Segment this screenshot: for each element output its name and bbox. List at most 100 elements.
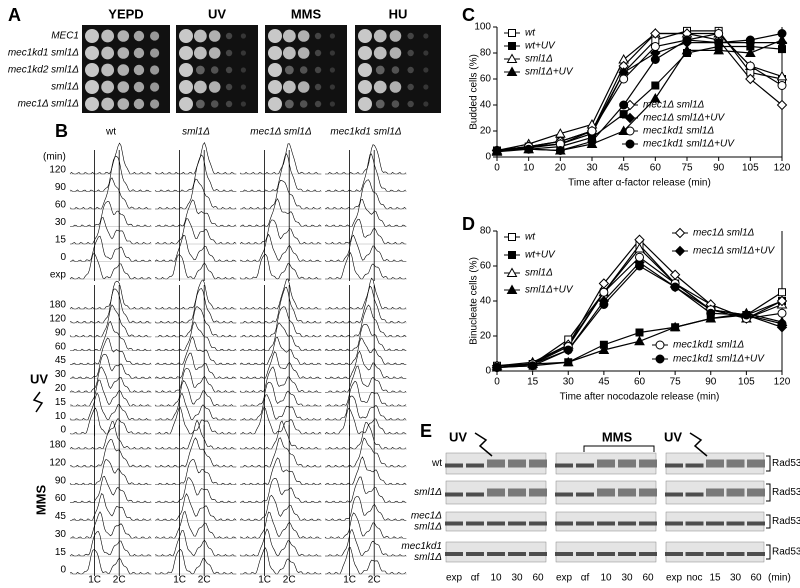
legend-label: sml1Δ [525, 54, 553, 65]
panel-letter: E [420, 421, 432, 441]
band [576, 463, 594, 468]
legend-label: sml1Δ [525, 268, 553, 279]
time-label: 180 [49, 440, 66, 451]
series-line [496, 32, 783, 152]
x-axis-label: Time after nocodazole release (min) [560, 392, 720, 403]
colony-spot [329, 101, 335, 107]
colony-spot [329, 33, 335, 39]
colony-spot [117, 47, 130, 59]
y-tick-label: 20 [480, 126, 492, 137]
series-line [496, 32, 783, 152]
marker [634, 335, 645, 346]
lane-label: 30 [621, 573, 633, 584]
flow-trace [324, 198, 407, 227]
flow-trace [69, 366, 152, 393]
flow-trace [325, 380, 407, 407]
time-label: 15 [55, 547, 67, 558]
flow-trace [154, 218, 237, 245]
colony-spot [284, 99, 294, 109]
marker [706, 308, 716, 318]
colony-spot [208, 81, 221, 93]
band [576, 492, 594, 497]
colony-spot [358, 97, 372, 111]
colony-spot [391, 66, 400, 74]
band [665, 552, 683, 556]
time-label: 10 [55, 411, 67, 422]
band [466, 552, 484, 556]
band [508, 521, 526, 526]
colony-spot [358, 46, 372, 60]
colony-spot [225, 49, 233, 57]
marker [655, 354, 665, 364]
colony-spot [193, 46, 207, 60]
colony-spot [423, 50, 429, 56]
flow-trace [325, 285, 407, 324]
band [639, 552, 657, 556]
marker [528, 361, 538, 371]
x-axis-label: Time after α-factor release (min) [568, 178, 711, 189]
marker [506, 53, 518, 63]
flow-trace [240, 437, 322, 468]
y-tick-label: 0 [485, 152, 491, 163]
band [445, 463, 463, 468]
colony-spot [268, 46, 282, 60]
flow-trace [155, 477, 237, 503]
lane-label: noc [686, 573, 702, 584]
marker [492, 146, 502, 155]
flow-trace [155, 306, 237, 338]
band [726, 459, 745, 468]
colony-spot [282, 46, 296, 60]
dna-content-label: 2C [368, 575, 381, 586]
colony-spot [373, 29, 387, 43]
colony-spot [314, 83, 322, 91]
marker [777, 81, 787, 90]
flow-trace [154, 279, 236, 310]
flow-trace [154, 419, 236, 450]
colony-spot [299, 66, 308, 74]
flow-trace [324, 496, 406, 521]
colony-spot [284, 65, 294, 75]
band [508, 552, 526, 556]
legend-label: mec1kd1 sml1Δ [673, 340, 744, 351]
colony-spot [133, 64, 145, 76]
x-tick-label: 15 [527, 377, 539, 388]
colony-spot [85, 46, 99, 60]
flow-trace [239, 219, 322, 245]
band [487, 459, 505, 468]
marker [705, 312, 717, 323]
x-tick-label: 20 [555, 163, 567, 174]
dna-content-label: 1C [173, 575, 186, 586]
band [618, 552, 636, 556]
legend-label: wt [525, 232, 536, 243]
band [685, 552, 704, 556]
marker [587, 126, 597, 136]
flow-trace [239, 351, 321, 379]
flow-trace [70, 201, 152, 227]
colony-spot [225, 100, 233, 108]
legend-label: wt+UV [525, 41, 556, 52]
band [726, 552, 745, 556]
colony-spot [195, 99, 205, 109]
flow-trace [239, 366, 321, 393]
marker [777, 308, 787, 318]
strain-header: sml1Δ [182, 127, 210, 138]
band [445, 552, 463, 556]
flow-trace [325, 437, 407, 468]
y-tick-label: 80 [480, 226, 492, 237]
colony-spot [85, 63, 99, 77]
band [529, 521, 547, 526]
band [639, 459, 657, 468]
colony-spot [240, 33, 246, 39]
colony-spot [329, 84, 335, 90]
marker [670, 282, 680, 292]
band [555, 463, 573, 468]
colony-spot [133, 47, 145, 59]
colony-spot [85, 97, 99, 111]
band [685, 521, 704, 526]
time-label: 90 [55, 327, 67, 338]
band [747, 459, 765, 468]
band [597, 459, 615, 468]
colony-spot [195, 65, 205, 75]
bracket [766, 455, 771, 472]
x-tick-label: 75 [681, 163, 693, 174]
